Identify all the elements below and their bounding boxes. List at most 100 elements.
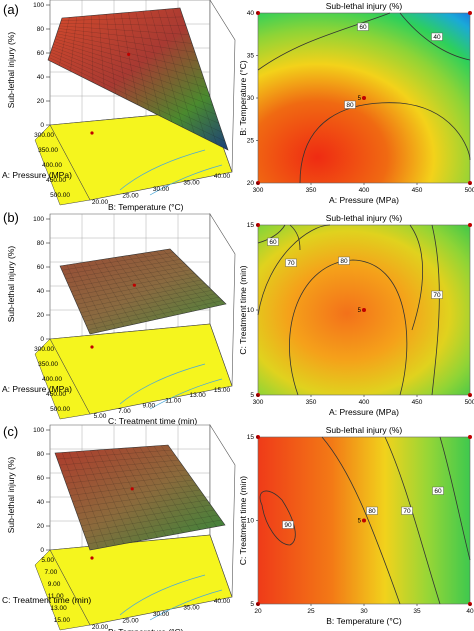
x-tick-label: 25 bbox=[307, 608, 315, 615]
design-point bbox=[132, 283, 136, 287]
mesh-line bbox=[74, 489, 201, 508]
floor-edge bbox=[34, 124, 91, 206]
y-tick-label: 30.00 bbox=[153, 186, 170, 193]
mesh-line bbox=[107, 258, 150, 321]
mesh-line bbox=[66, 264, 99, 333]
mesh-line bbox=[52, 46, 214, 106]
contour-label-box bbox=[357, 22, 369, 31]
z-tick-label: 100 bbox=[33, 216, 44, 223]
z-tick-label: 0 bbox=[40, 547, 44, 554]
x-tick-label: 15.00 bbox=[54, 617, 71, 624]
contour-label-box bbox=[401, 506, 413, 515]
y-tick-label: 13.00 bbox=[189, 392, 206, 399]
mesh-line bbox=[114, 257, 159, 320]
surface-plot: 0 20 40 60 80 100 Sub-lethal injury (%) 300.00 3… bbox=[2, 212, 236, 426]
x-tick-label: 400.00 bbox=[42, 376, 62, 383]
contour-plot: 90 80 70 60 5 Sub-lethal injury (%) 20 25 30 35 40… bbox=[238, 425, 474, 626]
mesh-line bbox=[88, 300, 223, 330]
panel-label: (c) bbox=[3, 424, 18, 439]
contour-line bbox=[259, 490, 296, 546]
x-tick-label: 35 bbox=[413, 608, 421, 615]
mesh-line bbox=[172, 8, 217, 145]
x-tick-label: 30 bbox=[360, 608, 368, 615]
y-tick-label: 40 bbox=[247, 10, 255, 17]
mesh-line bbox=[57, 449, 172, 460]
mesh-line bbox=[86, 296, 220, 326]
mesh-line bbox=[101, 259, 142, 323]
y-tick-label: 35.00 bbox=[183, 605, 200, 612]
contour-label: 80 bbox=[368, 508, 376, 515]
mesh-line bbox=[74, 276, 199, 301]
mesh-line bbox=[106, 14, 116, 94]
floor-contour bbox=[119, 574, 206, 616]
mesh-line bbox=[128, 255, 176, 316]
design-point bbox=[468, 223, 472, 227]
floor-contour bbox=[149, 164, 223, 196]
x-axis-title: B: Temperature (°C) bbox=[326, 616, 402, 626]
x-tick-label: 350.00 bbox=[38, 147, 58, 154]
x-tick-label: 13.00 bbox=[51, 605, 68, 612]
y-tick-label: 35.00 bbox=[183, 180, 200, 187]
mesh-line bbox=[49, 54, 223, 133]
y-tick-label: 5 bbox=[250, 392, 254, 399]
mesh-line bbox=[128, 12, 150, 111]
mesh-line bbox=[142, 253, 193, 312]
mesh-line bbox=[157, 9, 195, 134]
x-tick-label: 350 bbox=[306, 187, 317, 194]
x-tick-label: 20 bbox=[254, 608, 262, 615]
mesh-line bbox=[61, 252, 174, 271]
mesh-line bbox=[65, 259, 181, 279]
contour-line bbox=[299, 102, 471, 184]
x-tick-label: 300 bbox=[253, 399, 264, 406]
x-tick-label: 350 bbox=[306, 399, 317, 406]
response-surface bbox=[59, 248, 227, 335]
mesh-line bbox=[61, 459, 179, 472]
mesh-line bbox=[68, 451, 108, 547]
mesh-line bbox=[162, 249, 218, 306]
mesh-line bbox=[79, 499, 208, 520]
contour-label: 70 bbox=[433, 292, 441, 299]
mesh-line bbox=[125, 447, 175, 535]
mesh-line bbox=[87, 519, 222, 545]
mesh-line bbox=[104, 449, 150, 540]
y-tick-label: 30.00 bbox=[153, 611, 170, 618]
y-tick-label: 5.00 bbox=[94, 413, 107, 420]
mesh-line bbox=[94, 260, 133, 325]
mesh-line bbox=[113, 13, 127, 100]
contour-label-box bbox=[432, 486, 444, 495]
design-point bbox=[90, 131, 94, 135]
contour-line bbox=[409, 224, 423, 331]
x-tick-label: 450.00 bbox=[46, 177, 66, 184]
mesh-line bbox=[69, 266, 188, 288]
center-point bbox=[362, 518, 366, 523]
mesh-line bbox=[85, 514, 218, 539]
x-tick-label: 400.00 bbox=[42, 162, 62, 169]
y-tick-label: 10 bbox=[247, 307, 255, 314]
x-tick-label: 500.00 bbox=[50, 406, 70, 413]
x-tick-label: 450.00 bbox=[46, 391, 66, 398]
z-tick-label: 0 bbox=[40, 122, 44, 129]
floor-contour bbox=[119, 149, 206, 191]
mesh-line bbox=[132, 447, 183, 533]
mesh-line bbox=[54, 38, 205, 80]
mesh-line bbox=[50, 51, 220, 124]
mesh-line bbox=[57, 30, 196, 53]
mesh-line bbox=[142, 11, 172, 122]
contour-label-box bbox=[366, 506, 378, 515]
y-tick-label: 15 bbox=[247, 222, 255, 229]
mesh-line bbox=[48, 57, 226, 142]
mesh-line bbox=[51, 49, 217, 115]
y-tick-label: 40.00 bbox=[214, 598, 231, 605]
mesh-line bbox=[80, 286, 209, 313]
design-point bbox=[130, 487, 134, 491]
y-tick-label: 35 bbox=[247, 53, 255, 60]
z-axis-title: Sub-lethal injury (%) bbox=[6, 457, 16, 534]
y-tick-label: 9.00 bbox=[142, 403, 155, 410]
x-axis-title: A: Pressure (MPa) bbox=[2, 384, 72, 394]
z-tick-label: 80 bbox=[37, 240, 45, 247]
y-tick-label: 20.00 bbox=[92, 199, 109, 206]
contour-line bbox=[321, 436, 401, 605]
mesh-line bbox=[135, 254, 184, 314]
x-tick-label: 11.00 bbox=[48, 593, 64, 600]
